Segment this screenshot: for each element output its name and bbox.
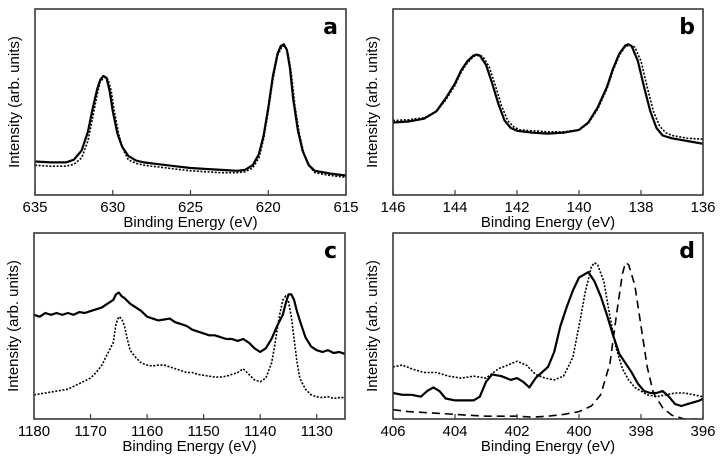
x-tick-label: 402 <box>504 423 529 440</box>
plot-frame <box>33 232 346 420</box>
series-dashed-line <box>393 261 697 419</box>
x-tick-label: 615 <box>333 199 358 216</box>
panel-b: 146 144 142 140 138 136 Binding Energy (eV) Int… <box>364 8 716 231</box>
series-dotted-line <box>393 261 703 398</box>
panel-c: 1180 1170 1160 1150 1140 1130 Binding Energy (… <box>5 232 346 455</box>
x-axis-label: Binding Energy (eV) <box>123 214 257 231</box>
panel-letter: c <box>324 239 337 264</box>
series-solid-line <box>34 291 345 355</box>
x-tick-label: 404 <box>442 423 467 440</box>
x-axis-label: Binding Energy (eV) <box>481 214 615 231</box>
x-tick-label: 406 <box>380 423 405 440</box>
x-tick-label: 1150 <box>188 423 220 440</box>
x-tick-label: 1160 <box>131 423 163 440</box>
plot-frame <box>392 8 704 196</box>
x-axis-label: Binding Energy (eV) <box>122 438 256 455</box>
panel-letter: a <box>323 15 338 40</box>
x-axis-label: Binding Energy (eV) <box>481 438 615 455</box>
series-solid-line <box>393 271 703 408</box>
x-tick-label: 625 <box>178 199 203 216</box>
x-tick-label: 1130 <box>301 423 333 440</box>
y-axis-label: Intensity (arb. units) <box>364 36 381 168</box>
panel-a: 635 630 625 620 615 Binding Energy (eV) Intens… <box>6 8 359 231</box>
series-dotted-line <box>393 44 703 140</box>
series-dotted-line <box>34 294 345 400</box>
x-tick-label: 1140 <box>244 423 276 440</box>
x-tick-label: 630 <box>100 199 125 216</box>
x-tick-label: 1170 <box>74 423 106 440</box>
y-axis-label: Intensity (arb. units) <box>6 36 23 168</box>
x-tick-label: 140 <box>566 199 591 216</box>
plot-frame <box>392 232 704 420</box>
x-tick-label: 398 <box>628 423 653 440</box>
series-solid-line <box>393 43 703 145</box>
x-tick-label: 142 <box>504 199 529 216</box>
panel-d: 406 404 402 400 398 396 Binding Energy (eV) Int… <box>364 232 716 455</box>
panel-letter: b <box>679 15 695 40</box>
y-axis-label: Intensity (arb. units) <box>5 260 22 392</box>
x-tick-label: 144 <box>442 199 467 216</box>
panel-letter: d <box>679 239 695 264</box>
x-tick-label: 138 <box>628 199 653 216</box>
x-tick-label: 396 <box>690 423 715 440</box>
x-tick-label: 146 <box>380 199 405 216</box>
y-axis-label: Intensity (arb. units) <box>364 260 381 392</box>
x-tick-label: 620 <box>256 199 281 216</box>
x-tick-label: 136 <box>690 199 715 216</box>
x-tick-label: 400 <box>566 423 591 440</box>
x-tick-label: 1180 <box>18 423 50 440</box>
series-dotted-line <box>35 45 346 179</box>
x-tick-label: 635 <box>22 199 47 216</box>
